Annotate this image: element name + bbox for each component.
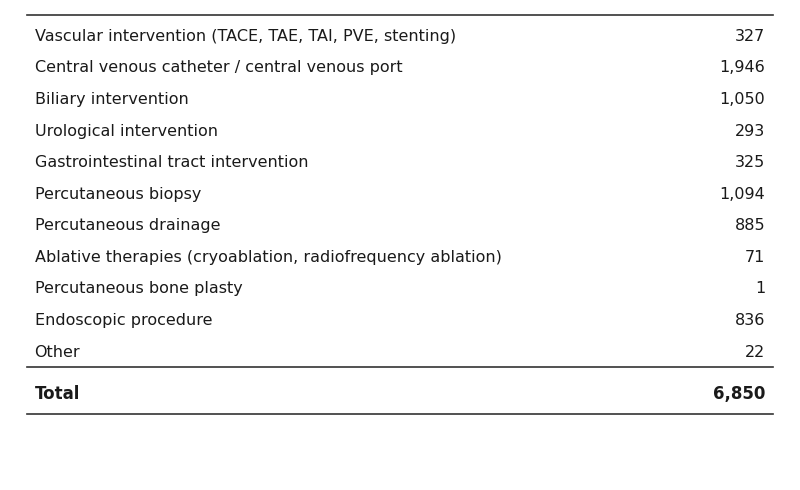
Text: 71: 71 (745, 250, 766, 265)
Text: Other: Other (34, 344, 80, 360)
Text: Urological intervention: Urological intervention (34, 123, 218, 139)
Text: 6,850: 6,850 (713, 385, 766, 403)
Text: 293: 293 (735, 123, 766, 139)
Text: 1,050: 1,050 (720, 92, 766, 107)
Text: Vascular intervention (TACE, TAE, TAI, PVE, stenting): Vascular intervention (TACE, TAE, TAI, P… (34, 29, 456, 44)
Text: 836: 836 (735, 313, 766, 328)
Text: Central venous catheter / central venous port: Central venous catheter / central venous… (34, 60, 402, 75)
Text: Ablative therapies (cryoablation, radiofrequency ablation): Ablative therapies (cryoablation, radiof… (34, 250, 502, 265)
Text: 885: 885 (735, 219, 766, 233)
Text: 1,094: 1,094 (720, 187, 766, 202)
Text: Percutaneous bone plasty: Percutaneous bone plasty (34, 281, 242, 296)
Text: 22: 22 (745, 344, 766, 360)
Text: Percutaneous biopsy: Percutaneous biopsy (34, 187, 201, 202)
Text: Gastrointestinal tract intervention: Gastrointestinal tract intervention (34, 155, 308, 170)
Text: 1,946: 1,946 (720, 60, 766, 75)
Text: Total: Total (34, 385, 80, 403)
Text: 325: 325 (735, 155, 766, 170)
Text: Biliary intervention: Biliary intervention (34, 92, 188, 107)
Text: Endoscopic procedure: Endoscopic procedure (34, 313, 212, 328)
Text: Percutaneous drainage: Percutaneous drainage (34, 219, 220, 233)
Text: 327: 327 (735, 29, 766, 44)
Text: 1: 1 (755, 281, 766, 296)
